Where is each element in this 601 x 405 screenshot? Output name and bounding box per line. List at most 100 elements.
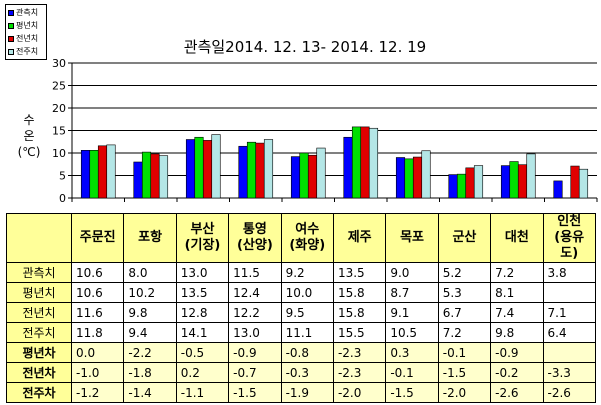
bar — [570, 165, 580, 199]
table-cell: 10.6 — [70, 282, 125, 303]
table-cell: 13.5 — [175, 282, 230, 303]
bar — [351, 126, 362, 199]
table-row: 평년치 10.6 10.2 13.5 12.4 10.0 15.8 8.7 5.3 8.1 — [6, 282, 596, 303]
table-cell: 9.8 — [490, 322, 544, 343]
table-cell: 10.5 — [385, 322, 439, 343]
bar — [553, 180, 563, 199]
table-row: 평년차 0.0 -2.2 -0.5 -0.9 -0.8 -2.3 0.3 -0.1 -0.9 — [6, 342, 596, 363]
table-cell: -1.4 — [123, 382, 177, 403]
y-tick-label: 5 — [59, 170, 66, 183]
table-header-cell: 목포 — [385, 213, 439, 263]
table-cell: 6.4 — [542, 322, 596, 343]
bar — [211, 134, 221, 199]
table-cell: 3.8 — [542, 262, 596, 283]
table-row: 전주치 11.8 9.4 14.1 13.0 11.1 15.5 10.5 7.2 9.8 6.4 — [6, 322, 596, 343]
y-tick-label: 20 — [52, 102, 66, 115]
table-cell: -2.0 — [332, 382, 387, 403]
table-cell: 9.0 — [385, 262, 439, 283]
y-axis-label-line: 온 — [23, 129, 35, 143]
table-header-cell: 제주 — [332, 213, 387, 263]
table-cell: 8.1 — [490, 282, 544, 303]
bar — [80, 150, 91, 199]
table-header-row: 주문진 포항 부산 (기장) 통영 (산양) 여수 (화양) 제주 목포 군산 대천 인천 (용유도) — [6, 213, 596, 263]
y-axis-label-line: (℃) — [17, 145, 41, 159]
table-cell: 5.3 — [437, 282, 492, 303]
y-tick-label: 25 — [52, 80, 66, 93]
bar — [255, 142, 265, 199]
legend-label: 전년치 — [16, 34, 39, 43]
bar — [465, 167, 475, 199]
y-tick-label: 15 — [52, 125, 66, 138]
table-header-cell: 대천 — [490, 213, 544, 263]
table-cell: -0.9 — [228, 342, 282, 363]
table-header-cell: 군산 — [437, 213, 492, 263]
bar — [307, 154, 318, 199]
bar — [316, 147, 326, 199]
table-header-cell: 통영 (산양) — [228, 213, 282, 263]
table-cell: 9.1 — [385, 302, 439, 323]
bar — [238, 145, 248, 199]
bar — [194, 136, 204, 199]
table-cell: 13.0 — [228, 322, 282, 343]
legend-item: 전주치 — [8, 46, 38, 58]
table-row: 전주차 -1.2 -1.4 -1.1 -1.5 -1.9 -2.0 -1.5 -2.0 -2.6-… — [6, 382, 596, 403]
table-cell: 9.8 — [123, 302, 177, 323]
row-label: 평년차 — [6, 342, 72, 363]
bar — [421, 150, 431, 199]
table-cell: 9.2 — [280, 262, 334, 283]
table-cell: 0.0 — [70, 342, 125, 363]
legend-swatch — [8, 9, 14, 16]
table-cell: -2.6 — [490, 382, 544, 403]
table-cell: 11.1 — [280, 322, 334, 343]
table-row: 전년차 -1.0 -1.8 0.2 -0.7 -0.3 -2.3 -0.1 -1.5 -0.2 -3… — [6, 362, 596, 383]
table-header-cell: 주문진 — [70, 213, 125, 263]
bar — [368, 127, 379, 199]
bar — [517, 164, 528, 199]
table-cell: 11.5 — [228, 262, 282, 283]
table-cell: 8.0 — [123, 262, 177, 283]
row-label: 전주차 — [6, 382, 72, 403]
bar — [202, 140, 213, 199]
table-cell: 9.5 — [280, 302, 334, 323]
table-cell: 7.4 — [490, 302, 544, 323]
legend-item: 평년치 — [8, 20, 38, 32]
table-corner-cell — [6, 213, 72, 263]
bar — [448, 174, 458, 199]
table-cell: 7.2 — [490, 262, 544, 283]
table-cell: 10.2 — [123, 282, 177, 303]
legend-swatch — [8, 48, 14, 55]
row-label: 전년차 — [6, 362, 72, 383]
table-row: 전년치 11.6 9.8 12.8 12.2 9.5 15.8 9.1 6.7 7.4 7.1 — [6, 302, 596, 323]
table-cell: 5.2 — [437, 262, 492, 283]
bar — [133, 161, 143, 199]
bar — [526, 153, 536, 199]
table-cell: -2.0 — [437, 382, 492, 403]
table-cell: 10.0 — [280, 282, 334, 303]
bar — [141, 151, 152, 199]
table-cell: -1.2 — [70, 382, 125, 403]
table-cell: -1.5 — [228, 382, 282, 403]
legend-item: 관측치 — [8, 7, 38, 19]
bar — [395, 157, 406, 199]
table-cell: -0.2 — [490, 362, 544, 383]
table-cell: -2.3 — [332, 362, 387, 383]
bar — [578, 168, 589, 199]
table-cell: 10.6 — [70, 262, 125, 283]
y-axis-label-line: 수 — [23, 113, 35, 127]
table-cell — [542, 282, 596, 303]
bar — [185, 139, 196, 199]
y-tick-label: 0 — [59, 192, 66, 205]
table-cell: -0.5 — [175, 342, 230, 363]
bar — [150, 153, 160, 199]
table-cell: -1.0 — [70, 362, 125, 383]
table-cell: 11.8 — [70, 322, 125, 343]
table-row: 관측치 10.6 8.0 13.0 11.5 9.2 13.5 9.0 5.2 7.2 3.8 — [6, 262, 596, 283]
table-cell: 13.0 — [175, 262, 230, 283]
legend-swatch — [8, 35, 14, 42]
bar — [290, 156, 301, 199]
table-cell: 0.2 — [175, 362, 230, 383]
table-cell: -1.9 — [280, 382, 334, 403]
row-label: 전주치 — [6, 322, 72, 343]
legend-label: 평년치 — [16, 21, 39, 30]
